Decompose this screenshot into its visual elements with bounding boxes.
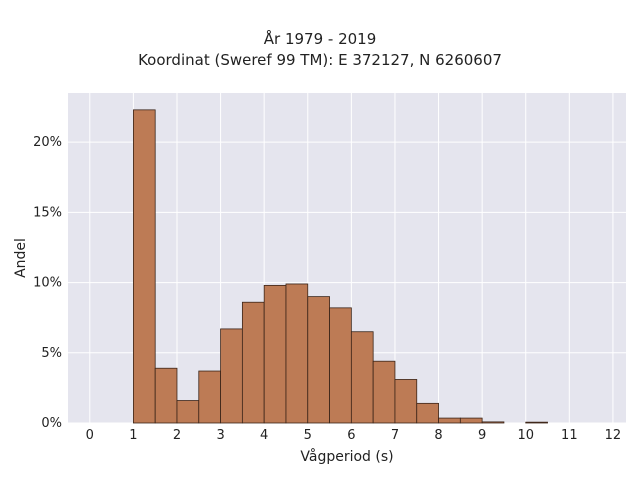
- x-tick-label: 2: [173, 428, 181, 443]
- x-tick-label: 3: [216, 428, 224, 443]
- y-axis-label: Andel: [13, 238, 29, 278]
- histogram-bar: [198, 370, 221, 424]
- x-tick-label: 11: [561, 428, 578, 443]
- y-axis-ticks: 0% 5% 10% 15% 20%: [33, 135, 62, 431]
- chart-subtitle: Koordinat (Sweref 99 TM): E 372127, N 62…: [138, 51, 502, 69]
- histogram-bar: [307, 296, 330, 424]
- x-axis-label: Vågperiod (s): [300, 448, 393, 465]
- histogram-bar: [241, 301, 265, 424]
- x-tick-label: 9: [478, 428, 486, 443]
- x-tick-label: 5: [304, 428, 312, 443]
- y-tick-label: 5%: [41, 346, 62, 361]
- histogram-bar: [350, 331, 374, 424]
- y-tick-label: 15%: [33, 205, 62, 220]
- x-tick-label: 4: [260, 428, 268, 443]
- x-tick-label: 12: [605, 428, 622, 443]
- histogram-bar: [154, 367, 178, 424]
- histogram-bar: [220, 328, 243, 424]
- histogram-bar: [372, 360, 396, 424]
- x-tick-label: 10: [517, 428, 534, 443]
- y-tick-label: 0%: [41, 416, 62, 431]
- histogram-bar: [416, 402, 439, 424]
- histogram-bar: [263, 284, 287, 424]
- chart-title: År 1979 - 2019: [263, 30, 377, 48]
- histogram-bar: [329, 307, 352, 424]
- x-tick-label: 0: [86, 428, 94, 443]
- x-axis-ticks: 0 1 2 3 4 5 6 7 8 9 10 11 12: [86, 428, 622, 443]
- histogram-bar: [176, 400, 200, 424]
- y-tick-label: 10%: [33, 276, 62, 291]
- histogram-bar: [459, 417, 483, 424]
- x-tick-label: 8: [434, 428, 442, 443]
- histogram-bar: [438, 417, 461, 424]
- y-tick-label: 20%: [33, 135, 62, 150]
- histogram-bar: [394, 379, 418, 424]
- x-tick-label: 6: [347, 428, 355, 443]
- histogram-bar: [132, 109, 156, 424]
- histogram-bar: [525, 421, 548, 424]
- histogram-bar: [285, 283, 309, 424]
- histogram-bar: [481, 421, 505, 424]
- bars: [132, 109, 548, 424]
- x-tick-label: 1: [129, 428, 137, 443]
- x-tick-label: 7: [391, 428, 399, 443]
